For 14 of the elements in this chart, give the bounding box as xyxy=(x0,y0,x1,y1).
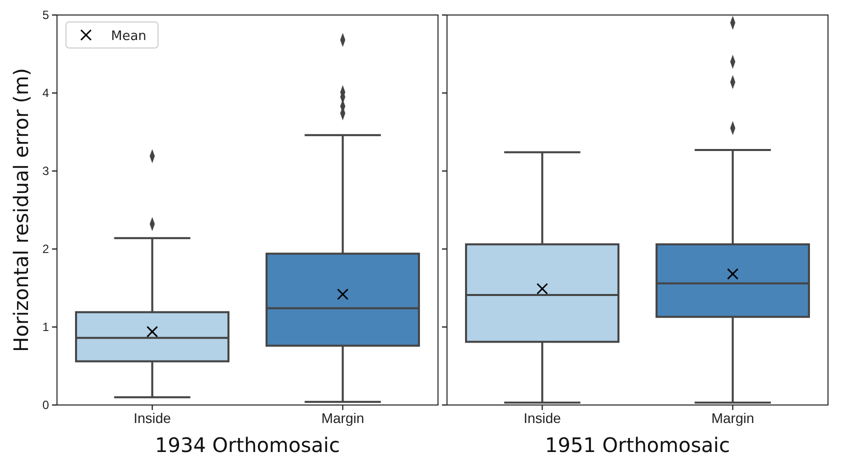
x-axis-title: 1934 Orthomosaic xyxy=(155,433,340,457)
x-tick-label: Margin xyxy=(321,410,364,426)
y-tick-label: 5 xyxy=(42,8,50,22)
x-tick-label: Margin xyxy=(711,410,754,426)
y-tick-label: 3 xyxy=(42,164,50,178)
y-tick-label: 2 xyxy=(42,242,50,256)
y-tick-label: 1 xyxy=(42,320,50,334)
y-tick-label: 4 xyxy=(42,86,50,100)
y-axis-title: Horizontal residual error (m) xyxy=(9,68,33,352)
y-tick-label: 0 xyxy=(42,398,50,412)
x-tick-label: Inside xyxy=(134,410,172,426)
x-axis-title: 1951 Orthomosaic xyxy=(545,433,730,457)
x-tick-label: Inside xyxy=(524,410,562,426)
legend-label: Mean xyxy=(111,29,146,44)
